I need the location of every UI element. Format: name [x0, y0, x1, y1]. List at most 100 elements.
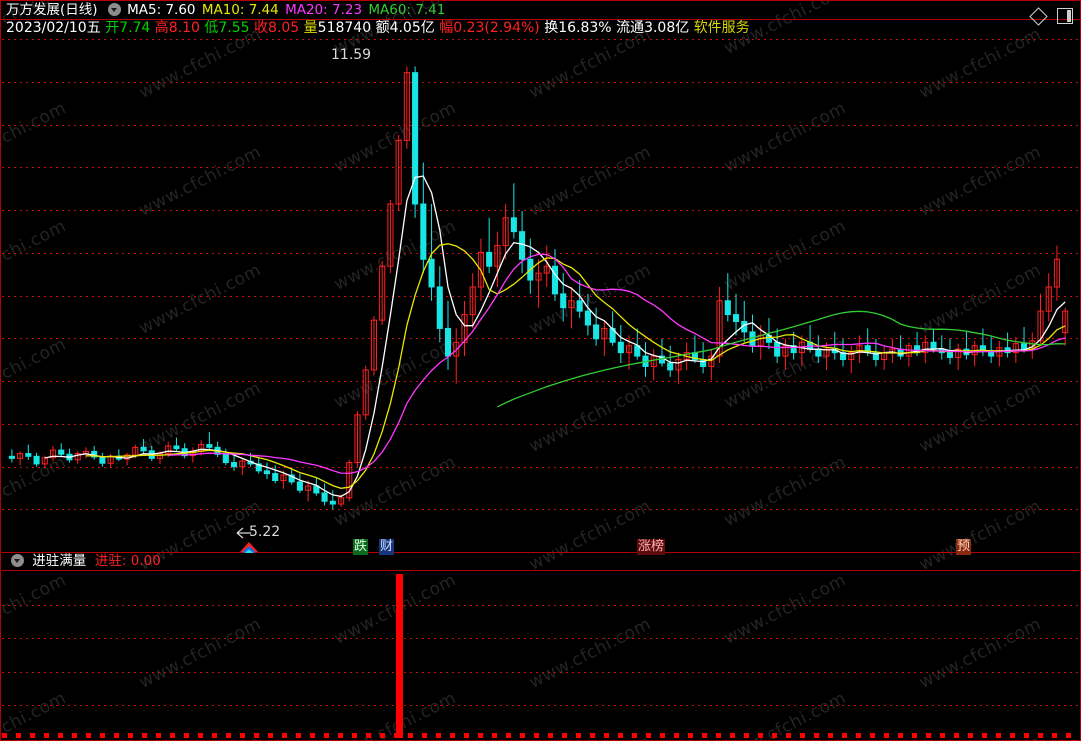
candle-body	[946, 352, 954, 358]
candle-body	[823, 348, 830, 357]
candle-body	[395, 139, 402, 205]
candle-body	[922, 341, 929, 354]
symbol-title[interactable]: 万方发展(日线)	[6, 2, 98, 18]
candle-body	[625, 345, 633, 354]
candle-body	[1045, 286, 1052, 312]
quote-date: 2023/02/10	[6, 20, 87, 36]
candle-body	[494, 244, 501, 267]
panel-layout-icon[interactable]	[1057, 8, 1073, 24]
candle-body	[519, 231, 526, 260]
candle-body	[617, 341, 624, 354]
gridline	[2, 638, 1080, 639]
candle-body	[140, 446, 147, 452]
turnover-value: 16.83%	[558, 20, 612, 36]
candle-body	[848, 352, 855, 361]
candle-body	[255, 463, 262, 472]
candle-body	[576, 300, 583, 312]
candle-body	[8, 455, 15, 459]
signal-tag[interactable]: 涨榜	[637, 539, 666, 555]
volume-value: 518740	[317, 20, 372, 36]
candle-body	[477, 251, 484, 288]
ma5-readout: MA5: 7.60	[127, 2, 196, 18]
candle-body	[551, 265, 559, 295]
indicator-gridlines	[2, 552, 1080, 741]
candle-body	[412, 72, 419, 205]
indicator-pane[interactable]: 进驻满量 进驻: 0.00	[2, 552, 1080, 741]
indicator-volume-bar	[395, 574, 403, 738]
candle-body	[25, 453, 32, 457]
indicator-value: 0.00	[130, 553, 161, 569]
candle-body	[955, 348, 962, 358]
candle-body	[905, 345, 912, 357]
low-value: 7.55	[218, 20, 250, 36]
diamond-icon[interactable]	[1029, 6, 1048, 26]
candle-body	[165, 445, 172, 455]
candle-body	[568, 300, 575, 309]
high-label: 高	[154, 20, 169, 36]
candle-body	[708, 355, 715, 367]
price-chart-pane[interactable]	[2, 39, 1080, 553]
candle-body	[453, 341, 460, 357]
candle-body	[601, 327, 608, 340]
low-price-arrow-icon	[236, 527, 251, 539]
candle-body	[346, 462, 353, 499]
volume-label: 量	[303, 20, 318, 36]
signal-tag[interactable]: 预	[956, 539, 972, 555]
candle-body	[387, 203, 394, 267]
candle-body	[469, 286, 476, 316]
chevron-down-icon[interactable]	[107, 3, 121, 16]
candle-body	[403, 72, 410, 141]
candle-body	[222, 453, 229, 464]
header-ma-row: 万方发展(日线) MA5: 7.60 MA10: 7.44 MA20: 7.23…	[1, 1, 1080, 19]
amount-value: 4.05亿	[389, 20, 435, 36]
close-label: 收	[254, 20, 269, 36]
candle-body	[930, 341, 937, 350]
candle-body	[33, 455, 40, 465]
ma60-readout: MA60: 7.41	[368, 2, 446, 18]
candlestick-canvas	[8, 66, 1069, 510]
candle-body	[49, 449, 57, 459]
low-price-label: 5.22	[249, 524, 281, 540]
candle-body	[231, 462, 238, 468]
candle-body	[486, 251, 493, 267]
candle-body	[584, 310, 591, 326]
candle-body	[436, 286, 443, 329]
candle-body	[173, 445, 180, 450]
indicator-header: 进驻满量 进驻: 0.00	[2, 552, 1081, 570]
candle-body	[321, 492, 328, 502]
indicator-name[interactable]: 进驻满量	[32, 553, 87, 569]
close-value: 8.05	[268, 20, 300, 36]
chart-header: 万方发展(日线) MA5: 7.60 MA10: 7.44 MA20: 7.23…	[1, 1, 1080, 38]
range-label: 幅	[439, 20, 454, 36]
range-value: 0.23(2.94%)	[453, 20, 540, 36]
candle-body	[872, 352, 879, 361]
window-controls	[1029, 6, 1073, 26]
sector-label[interactable]: 软件服务	[693, 20, 750, 36]
high-value: 8.10	[168, 20, 200, 36]
candle-body	[354, 414, 361, 464]
candle-body	[370, 319, 378, 371]
candle-body	[543, 265, 550, 274]
ma-line	[44, 175, 1066, 498]
candle-body	[782, 345, 789, 357]
open-label: 开	[105, 20, 120, 36]
candle-body	[1062, 310, 1069, 334]
candle-body	[132, 446, 139, 456]
ma10-readout: MA10: 7.44	[201, 2, 279, 18]
candle-body	[379, 265, 386, 321]
signal-tag[interactable]: 财	[379, 539, 395, 555]
candle-body	[1037, 310, 1044, 342]
candle-body	[288, 474, 295, 483]
open-value: 7.74	[119, 20, 151, 36]
candle-body	[305, 485, 312, 491]
indicator-chevron-down-icon[interactable]	[11, 554, 24, 567]
quote-weekday: 五	[86, 20, 101, 36]
signal-tag[interactable]: 跌	[353, 539, 369, 555]
candle-body	[593, 324, 600, 340]
candle-body	[510, 217, 517, 233]
ma-line	[497, 310, 1066, 408]
ma-line	[85, 243, 1066, 489]
ma20-readout: MA20: 7.23	[285, 2, 363, 18]
candle-body	[724, 300, 731, 316]
candle-body	[560, 293, 567, 309]
